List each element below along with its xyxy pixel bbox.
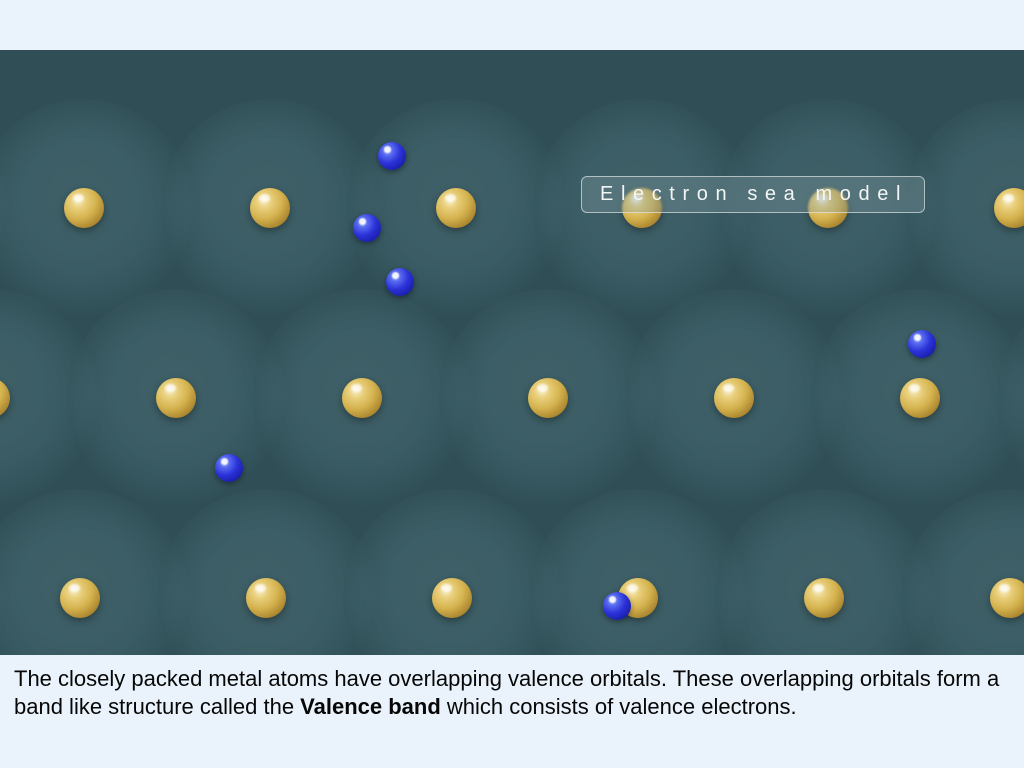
electron — [378, 142, 406, 170]
atom-nucleus — [60, 578, 100, 618]
top-margin — [0, 0, 1024, 50]
atom-nucleus — [804, 578, 844, 618]
atom-nucleus — [436, 188, 476, 228]
diagram-label: Electron sea model — [581, 176, 925, 213]
atom-nucleus — [250, 188, 290, 228]
electron-sea-diagram: Electron sea model — [0, 50, 1024, 655]
atom-nucleus — [342, 378, 382, 418]
diagram-label-text: Electron sea model — [600, 183, 908, 205]
electron — [386, 268, 414, 296]
atom-nucleus — [432, 578, 472, 618]
caption: The closely packed metal atoms have over… — [0, 655, 1024, 768]
atom-nucleus — [528, 378, 568, 418]
atom-nucleus — [714, 378, 754, 418]
page: Electron sea model The closely packed me… — [0, 0, 1024, 768]
electron — [353, 214, 381, 242]
atom-nucleus — [990, 578, 1024, 618]
atom-nucleus — [900, 378, 940, 418]
electron — [215, 454, 243, 482]
atom-nucleus — [64, 188, 104, 228]
electron — [908, 330, 936, 358]
electron — [603, 592, 631, 620]
caption-text-bold: Valence band — [300, 694, 441, 719]
atom-nucleus — [246, 578, 286, 618]
caption-text-post: which consists of valence electrons. — [441, 694, 797, 719]
atom-nucleus — [156, 378, 196, 418]
